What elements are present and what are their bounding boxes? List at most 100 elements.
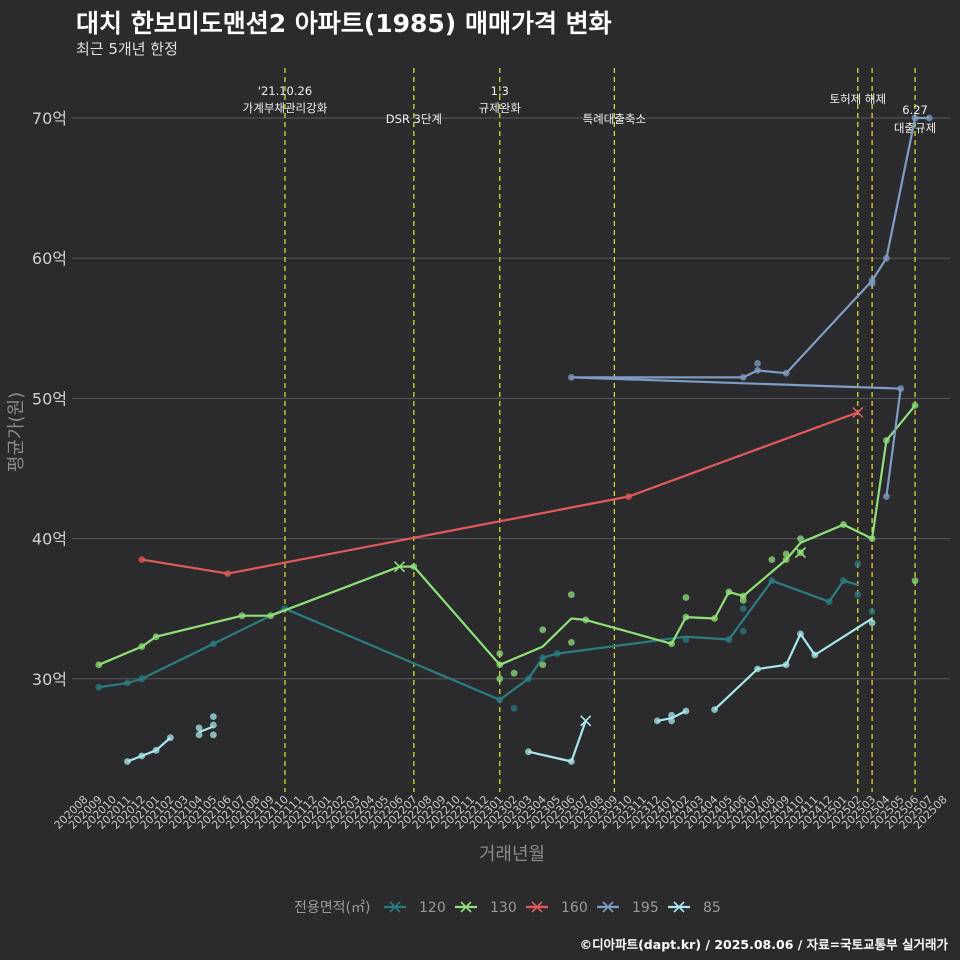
data-point-195 [754, 359, 761, 367]
data-point-130 [725, 588, 733, 596]
legend-label: 130 [490, 900, 517, 916]
series-line-85 [127, 736, 172, 763]
data-point-85 [668, 711, 676, 719]
y-tick-label: 40억 [32, 530, 67, 549]
data-point-130 [238, 612, 246, 620]
source-caption: ©디아파트(dapt.kr) / 2025.08.06 / 자료=국토교통부 실… [579, 937, 948, 952]
data-point-120 [682, 636, 690, 643]
data-point-85 [668, 717, 676, 725]
data-point-195 [883, 254, 890, 262]
data-point-130 [682, 594, 690, 601]
legend-marker [389, 901, 401, 913]
data-point-130 [883, 437, 890, 444]
data-point-130 [496, 661, 504, 669]
event-annotation: 1.3 [491, 84, 509, 98]
data-point-195 [754, 366, 761, 374]
data-point-130 [682, 613, 690, 621]
data-point-120 [496, 696, 504, 704]
y-axis-ticks: 30억 40억 50억 60억 70억 [32, 109, 67, 689]
x-axis-ticks: 2020082020092020102020112020122021012021… [52, 793, 950, 832]
data-point-120 [725, 636, 733, 643]
data-point-195 [883, 493, 890, 500]
grid-lines [72, 117, 950, 680]
chart-title: 대치 한보미도맨션2 아파트(1985) 매매가격 변화 [76, 9, 612, 38]
legend-item-85: 85 [668, 900, 721, 916]
data-point-85 [525, 748, 532, 756]
data-point-85 [754, 665, 761, 673]
event-annotation: 토허제 해제 [829, 92, 886, 106]
event-annotation: '21.10.26 [258, 84, 312, 98]
data-point-160 [625, 493, 633, 500]
data-point-160 [224, 570, 232, 578]
data-point-85 [209, 713, 217, 721]
data-point-120 [539, 654, 547, 662]
data-cross-130 [393, 561, 406, 573]
data-point-130 [782, 550, 790, 558]
series-line-85 [713, 617, 873, 711]
data-point-120 [510, 704, 518, 712]
data-point-85 [209, 721, 217, 729]
data-point-120 [868, 608, 876, 615]
data-point-130 [567, 591, 575, 599]
data-cross-160 [852, 406, 864, 418]
data-point-130 [582, 616, 590, 624]
legend-item-120: 120 [384, 900, 446, 916]
y-tick-label: 70억 [32, 109, 67, 128]
data-point-130 [840, 521, 847, 528]
data-point-85 [195, 724, 203, 732]
data-point-130 [911, 577, 919, 585]
legend-item-160: 160 [526, 900, 588, 916]
event-annotation: 규제완화 [479, 101, 522, 115]
data-point-130 [138, 643, 146, 650]
event-annotation: DSR 3단계 [386, 112, 442, 126]
legend-label: 195 [632, 900, 659, 916]
data-point-120 [124, 679, 131, 687]
legend-label: 120 [419, 900, 446, 916]
data-point-85 [797, 630, 804, 638]
data-point-120 [840, 577, 847, 585]
data-cross-130 [794, 547, 807, 559]
data-point-85 [711, 706, 718, 714]
data-point-130 [410, 563, 418, 571]
data-cross-85 [580, 715, 592, 727]
data-point-120 [739, 627, 747, 635]
data-point-195 [782, 369, 790, 377]
data-point-120 [553, 650, 561, 657]
legend-marker [602, 901, 614, 913]
data-point-130 [911, 402, 919, 409]
legend-title: 전용면적(㎡) [294, 900, 370, 916]
data-point-85 [782, 661, 790, 669]
data-point-195 [897, 385, 905, 392]
data-point-85 [868, 619, 876, 627]
series-line-160 [141, 411, 859, 575]
y-axis-label: 평균가(원) [6, 392, 27, 472]
data-point-85 [124, 758, 131, 765]
legend: 전용면적(㎡) 120 130 160 195 85 [294, 900, 721, 916]
data-point-130 [768, 556, 776, 564]
data-point-195 [925, 114, 933, 122]
data-point-195 [567, 373, 575, 381]
legend-marker [531, 901, 543, 913]
data-point-160 [138, 556, 146, 564]
series-line-130 [98, 404, 916, 666]
data-point-130 [797, 535, 804, 542]
data-point-130 [567, 638, 575, 646]
event-lines [284, 68, 916, 792]
data-point-130 [868, 535, 876, 542]
legend-label: 160 [561, 900, 588, 916]
data-point-130 [510, 669, 518, 677]
series-line-85 [528, 720, 587, 763]
data-point-85 [209, 731, 217, 739]
data-point-130 [668, 640, 676, 648]
data-point-120 [825, 598, 833, 606]
data-point-85 [682, 707, 690, 715]
data-point-85 [138, 752, 146, 760]
event-annotation: 대출규제 [894, 121, 936, 135]
data-point-85 [653, 717, 661, 725]
data-point-195 [868, 280, 876, 287]
data-point-85 [152, 746, 160, 754]
data-point-120 [209, 640, 217, 648]
legend-item-130: 130 [455, 900, 517, 916]
